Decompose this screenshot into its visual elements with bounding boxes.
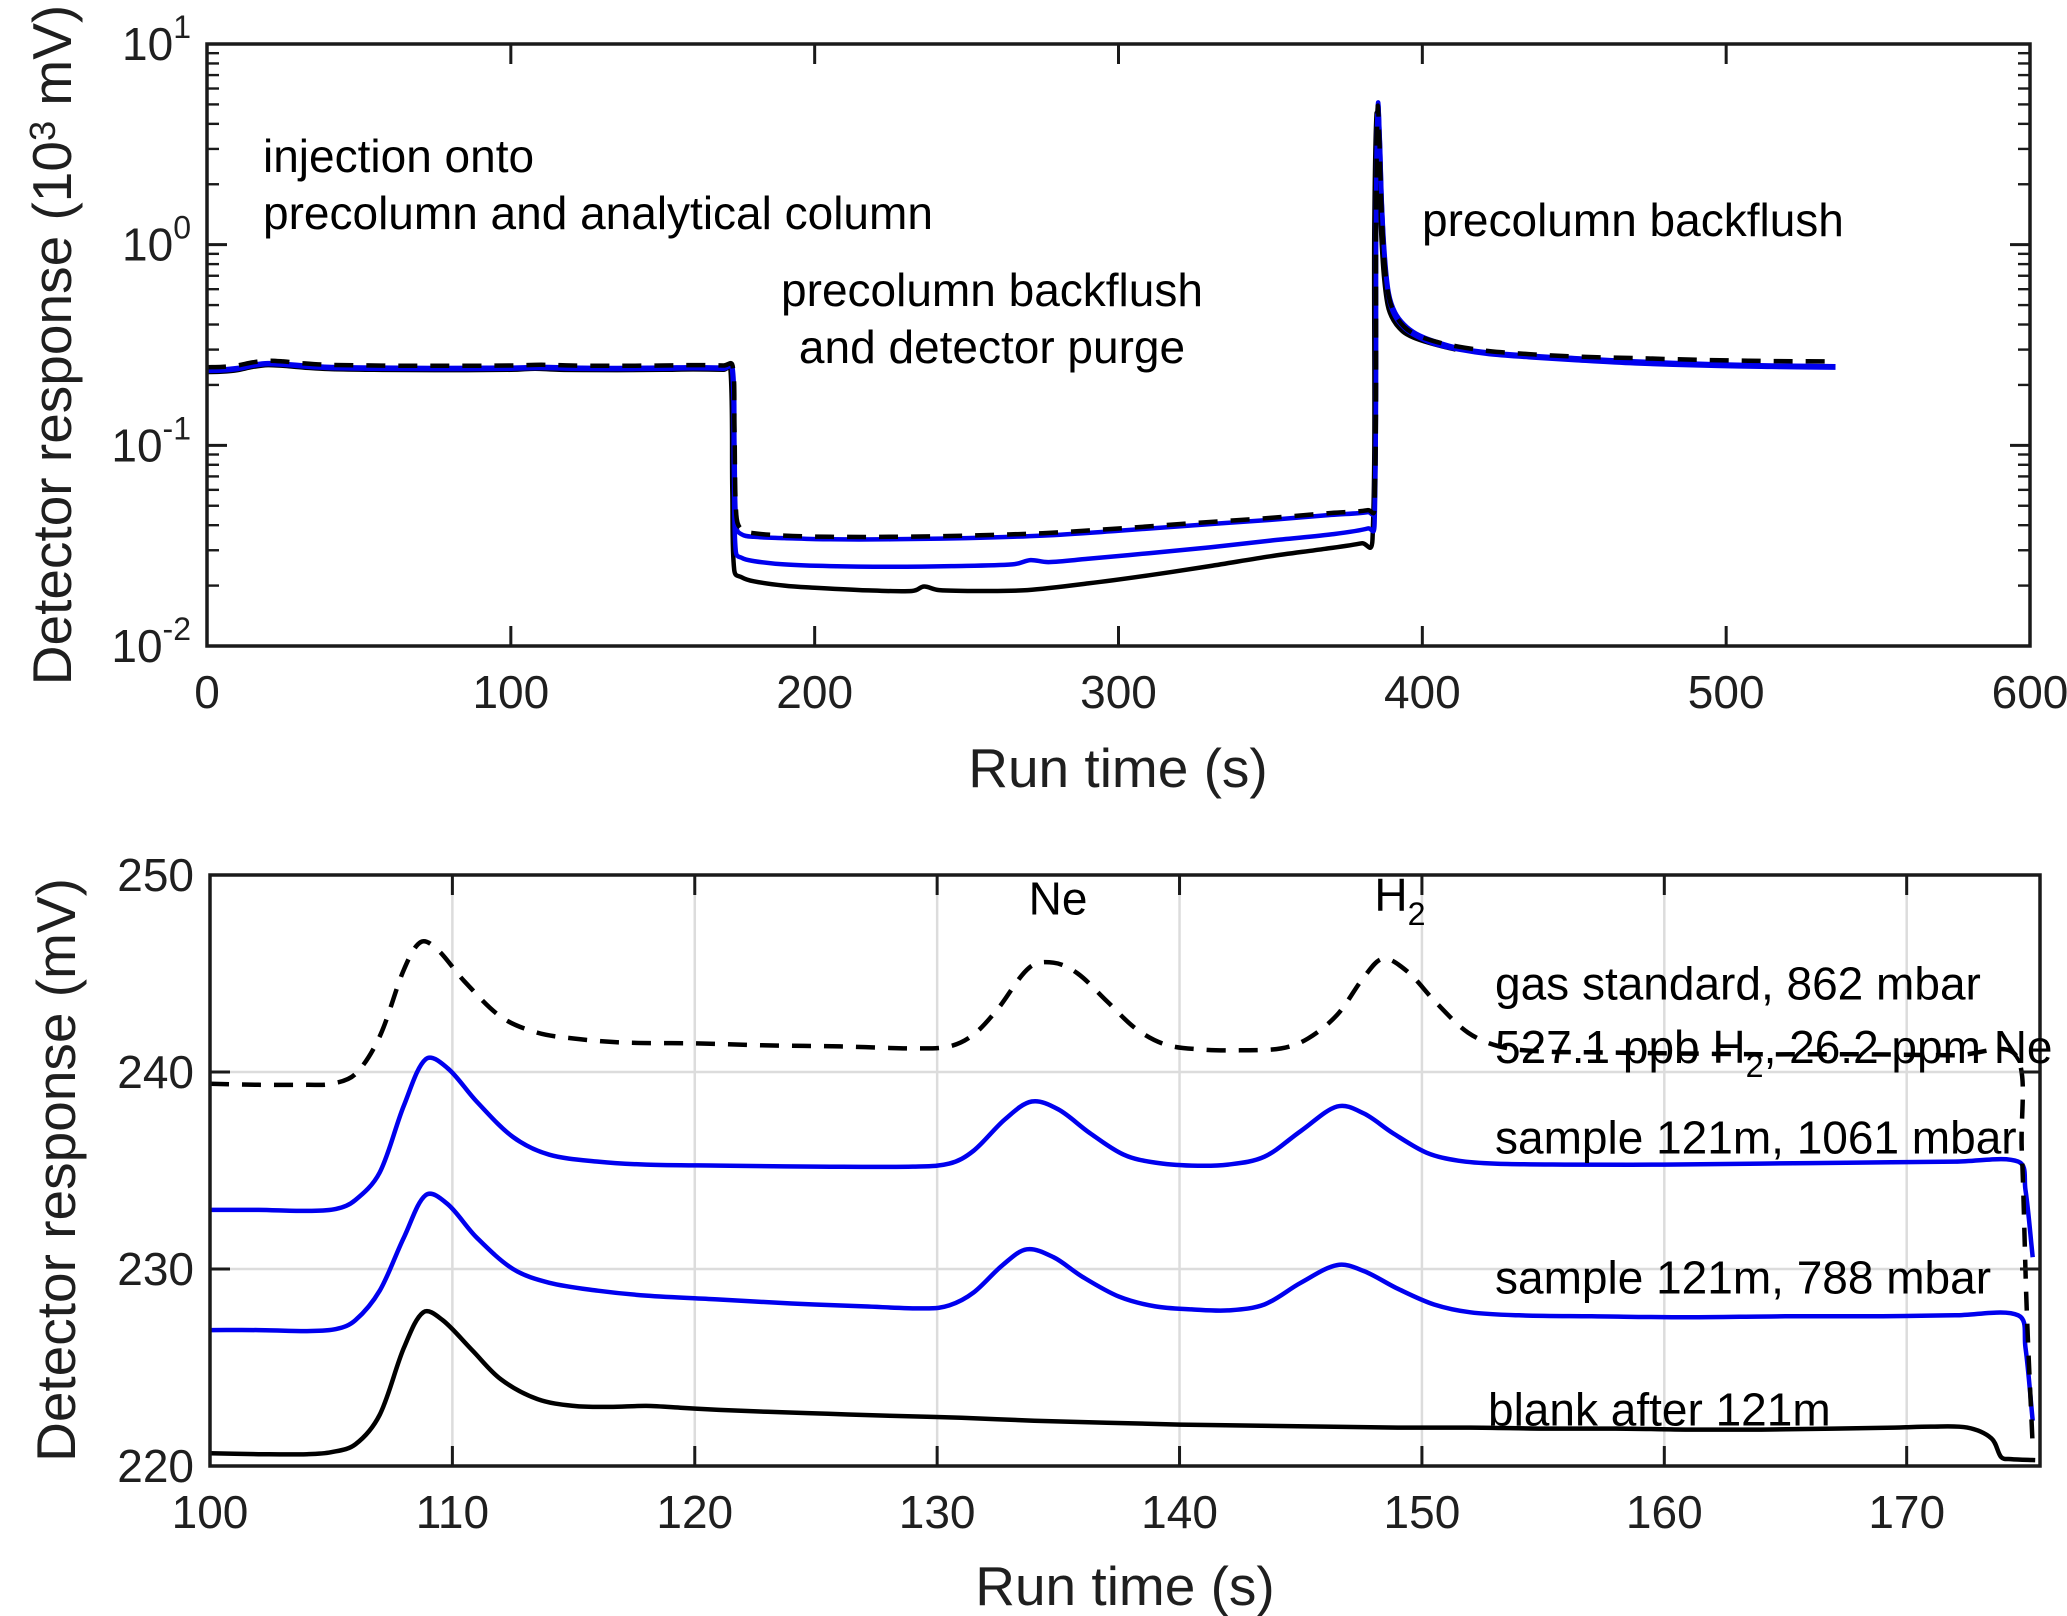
x-tick-label: 100	[472, 666, 549, 718]
label-sample-788: sample 121m, 788 mbar	[1495, 1251, 1992, 1304]
series-sample788	[209, 1191, 2035, 1421]
y-tick-label: 230	[117, 1243, 194, 1295]
series-sample1061	[206, 100, 1836, 542]
x-tick-label: 100	[172, 1486, 249, 1538]
top-chart-plot-area: 0 100 200 300 400 500 600 101 100 10-1 10-2	[111, 9, 2067, 718]
series-sample1061	[209, 1055, 2035, 1258]
peak-label-ne: Ne	[1028, 872, 1088, 925]
x-tick-label: 140	[1141, 1486, 1218, 1538]
series-gasstandard	[206, 103, 1836, 540]
annotation-backflush-purge: precolumn backflush and detector purge	[781, 262, 1203, 376]
series-blank	[209, 1308, 2036, 1463]
x-tick-label: 170	[1868, 1486, 1945, 1538]
top-x-axis-label: Run time (s)	[968, 737, 1268, 799]
x-tick-label: 600	[1992, 666, 2067, 718]
x-tick-label: 150	[1384, 1486, 1461, 1538]
x-tick-label: 120	[656, 1486, 733, 1538]
y-tick-label: 100	[122, 210, 191, 271]
y-tick-label: 10-1	[111, 410, 191, 471]
x-tick-label: 160	[1626, 1486, 1703, 1538]
peak-label-h2: H2	[1374, 867, 1425, 943]
top-y-axis-label: Detector response (103 mV)	[20, 5, 84, 685]
x-tick-label: 110	[416, 1486, 489, 1538]
series-gasstandard	[209, 939, 2035, 1447]
x-tick-label: 0	[194, 666, 220, 718]
bottom-chart-plot-area: 100 110 120 130 140 150 160 170 250 240 230 220	[117, 849, 2042, 1538]
x-tick-label: 130	[899, 1486, 976, 1538]
label-composition-post: , 26.2 ppm Ne	[1763, 1020, 2053, 1073]
annotation-injection-line2: precolumn and analytical column	[263, 187, 933, 239]
x-tick-label: 400	[1384, 666, 1461, 718]
top-y-axis-label-exponent: 3	[22, 120, 64, 142]
bottom-y-axis-label: Detector response (mV)	[25, 878, 87, 1462]
bottom-x-axis-label: Run time (s)	[975, 1555, 1275, 1616]
peak-label-h2-sub: 2	[1407, 896, 1426, 933]
top-y-axis-label-post: mV)	[21, 4, 83, 121]
y-tick-label: 220	[117, 1440, 194, 1492]
annotation-precolumn-backflush: precolumn backflush	[1422, 194, 1844, 246]
label-blank: blank after 121m	[1488, 1383, 1831, 1436]
label-gas-standard-composition: 527.1 ppb H2, 26.2 ppm Ne	[1495, 1019, 2053, 1095]
label-composition-sub: 2	[1745, 1048, 1764, 1085]
annotation-backflush-purge-line2: and detector purge	[798, 321, 1186, 373]
peak-label-h2-main: H	[1374, 868, 1408, 921]
y-tick-label: 240	[117, 1046, 194, 1098]
x-tick-label: 300	[1080, 666, 1157, 718]
y-tick-label: 101	[122, 9, 191, 70]
y-tick-label: 250	[117, 849, 194, 901]
y-tick-label: 10-2	[111, 611, 191, 672]
annotation-injection-line1: injection onto	[263, 130, 535, 182]
annotation-injection: injection onto precolumn and analytical …	[263, 128, 933, 242]
x-tick-label: 500	[1688, 666, 1765, 718]
label-composition-pre: 527.1 ppb H	[1495, 1020, 1746, 1073]
label-gas-standard: gas standard, 862 mbar	[1495, 957, 1981, 1010]
label-sample-1061: sample 121m, 1061 mbar	[1495, 1111, 2017, 1164]
plot-frame	[208, 873, 2042, 1468]
annotation-backflush-purge-line1: precolumn backflush	[781, 264, 1203, 316]
x-tick-label: 200	[776, 666, 853, 718]
top-y-axis-label-pre: Detector response (10	[21, 141, 83, 686]
